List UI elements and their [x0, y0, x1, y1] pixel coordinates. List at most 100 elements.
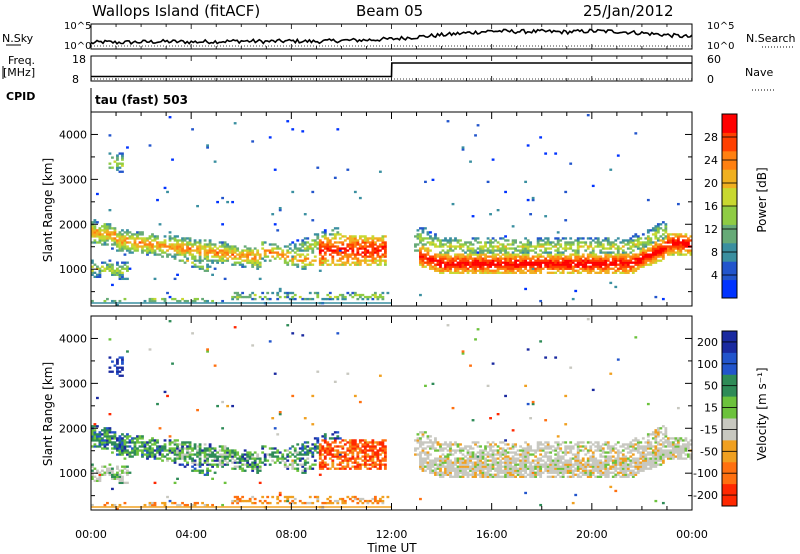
range-gate-cell	[318, 245, 322, 248]
range-gate-cell	[479, 467, 482, 470]
range-gate-cell	[489, 269, 492, 272]
range-gate-cell	[536, 441, 540, 444]
range-gate-cell	[596, 463, 600, 466]
range-gate-cell	[589, 243, 593, 246]
range-gate-cell	[424, 459, 427, 462]
range-gate-cell	[208, 243, 212, 246]
range-gate-cell	[141, 231, 144, 234]
range-gate-cell	[506, 253, 510, 256]
range-gate-cell	[434, 233, 437, 236]
range-gate-cell	[358, 295, 362, 299]
range-gate-cell	[681, 243, 685, 246]
range-gate-cell	[318, 445, 322, 448]
range-gate-cell	[368, 253, 372, 256]
range-gate-cell	[93, 435, 97, 438]
range-gate-cell	[479, 265, 482, 268]
range-gate-cell	[549, 469, 553, 472]
range-gate-cell	[241, 467, 245, 470]
range-gate-cell	[614, 243, 618, 246]
range-gate-cell	[381, 253, 385, 256]
range-gate-cell	[569, 243, 573, 246]
range-gate-cell	[529, 269, 533, 272]
freq-tick-bottom: 8	[72, 73, 79, 86]
range-gate-cell	[123, 247, 127, 250]
range-gate-cell	[606, 257, 610, 260]
range-gate-cell	[556, 465, 560, 468]
range-gate-cell	[634, 243, 638, 246]
range-gate-cell	[271, 291, 275, 295]
range-gate-cell	[419, 293, 422, 297]
range-gate-cell	[98, 437, 102, 440]
range-gate-cell	[539, 473, 543, 476]
range-gate-cell	[298, 463, 302, 466]
range-gate-cell	[471, 247, 475, 250]
range-gate-cell	[296, 457, 300, 460]
range-gate-cell	[561, 471, 565, 474]
range-gate-cell	[581, 445, 585, 448]
range-gate-cell	[421, 461, 425, 464]
range-gate-cell	[476, 251, 480, 254]
range-gate-cell	[211, 255, 214, 258]
range-gate-cell	[564, 261, 568, 264]
range-gate-cell	[539, 441, 543, 444]
range-gate-cell	[481, 271, 485, 274]
range-gate-cell	[351, 455, 355, 458]
range-gate-cell	[521, 475, 525, 478]
range-gate-cell	[166, 459, 169, 462]
range-gate-cell	[576, 245, 580, 248]
range-gate-cell	[301, 449, 305, 452]
range-gate-cell	[536, 457, 540, 460]
range-gate-cell	[479, 247, 482, 250]
range-gate-cell	[636, 263, 640, 266]
range-gate-cell	[649, 241, 653, 244]
range-gate-cell	[446, 463, 450, 466]
range-gate-cell	[226, 200, 230, 204]
range-gate-cell	[331, 297, 335, 301]
range-gate-cell	[429, 241, 432, 244]
range-gate-cell	[509, 255, 512, 258]
range-gate-cell	[446, 253, 450, 256]
range-gate-cell	[313, 245, 317, 248]
range-gate-cell	[326, 245, 330, 248]
range-gate-cell	[381, 237, 385, 240]
range-gate-cell	[378, 497, 382, 501]
range-gate-cell	[539, 465, 543, 468]
range-gate-cell	[649, 253, 653, 256]
range-gate-cell	[318, 263, 322, 266]
range-gate-cell	[373, 445, 377, 448]
range-gate-cell	[166, 394, 169, 398]
range-gate-cell	[441, 269, 445, 272]
range-gate-cell	[251, 257, 255, 260]
range-gate-cell	[549, 259, 553, 262]
range-gate-cell	[449, 271, 452, 274]
range-gate-cell	[233, 449, 237, 452]
range-gate-cell	[148, 501, 152, 505]
range-gate-cell	[561, 455, 565, 458]
range-gate-cell	[338, 437, 342, 440]
range-gate-cell	[353, 441, 357, 444]
range-gate-cell	[441, 243, 445, 246]
range-gate-cell	[434, 471, 437, 474]
range-gate-cell	[381, 259, 385, 262]
range-gate-cell	[491, 457, 495, 460]
range-gate-cell	[621, 267, 625, 270]
range-gate-cell	[496, 465, 500, 468]
range-gate-cell	[323, 433, 327, 436]
range-gate-cell	[591, 251, 595, 254]
range-gate-cell	[521, 247, 525, 250]
range-gate-cell	[238, 461, 242, 464]
range-gate-cell	[454, 267, 457, 270]
range-gate-cell	[584, 447, 588, 450]
range-gate-cell	[454, 255, 457, 258]
range-gate-cell	[596, 265, 600, 268]
range-gate-cell	[594, 259, 598, 262]
range-gate-cell	[471, 463, 475, 466]
range-gate-cell	[434, 257, 437, 260]
range-gate-cell	[429, 237, 432, 240]
range-gate-cell	[521, 257, 525, 260]
range-gate-cell	[311, 259, 315, 262]
range-gate-cell	[376, 297, 380, 301]
range-gate-cell	[106, 227, 109, 230]
range-gate-cell	[671, 253, 675, 256]
range-gate-cell	[373, 447, 377, 450]
